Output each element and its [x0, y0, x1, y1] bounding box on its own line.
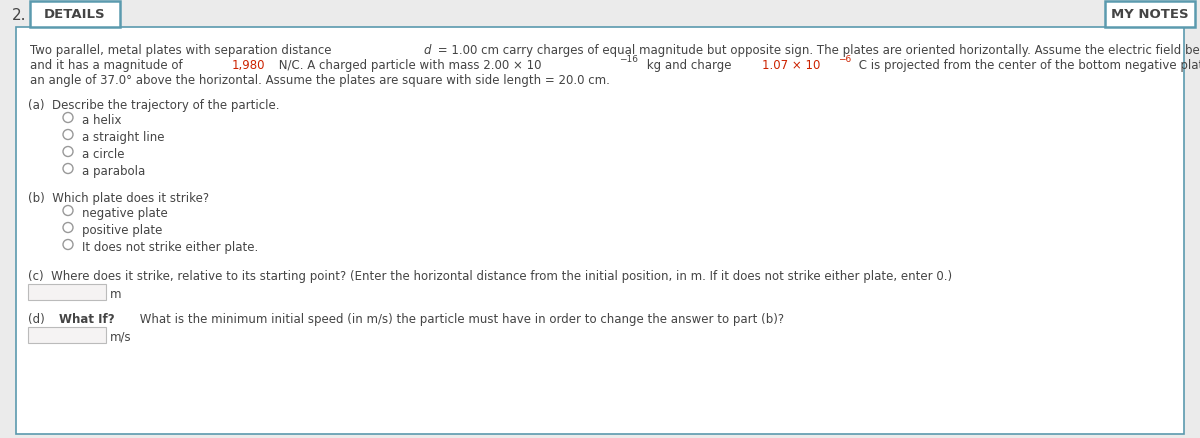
Text: a straight line: a straight line	[82, 131, 164, 144]
Text: MY NOTES: MY NOTES	[1111, 8, 1189, 21]
Text: −6: −6	[838, 55, 851, 64]
Text: What If?: What If?	[59, 312, 119, 325]
Text: and it has a magnitude of: and it has a magnitude of	[30, 59, 186, 72]
Text: N/C. A charged particle with mass 2.00 × 10: N/C. A charged particle with mass 2.00 ×…	[275, 59, 541, 72]
Text: (d): (d)	[28, 312, 53, 325]
Text: 1,980: 1,980	[232, 59, 265, 72]
Text: DETAILS: DETAILS	[44, 8, 106, 21]
Text: a circle: a circle	[82, 148, 125, 161]
Text: m: m	[110, 287, 121, 300]
FancyBboxPatch shape	[30, 2, 120, 28]
FancyBboxPatch shape	[28, 284, 106, 300]
Text: a parabola: a parabola	[82, 165, 145, 177]
Text: (c)  Where does it strike, relative to its starting point? (Enter the horizontal: (c) Where does it strike, relative to it…	[28, 269, 952, 283]
Text: 1.07 × 10: 1.07 × 10	[762, 59, 821, 72]
FancyBboxPatch shape	[28, 327, 106, 343]
Text: positive plate: positive plate	[82, 223, 162, 237]
Text: What is the minimum initial speed (in m/s) the particle must have in order to ch: What is the minimum initial speed (in m/…	[137, 312, 785, 325]
Text: −16: −16	[619, 55, 638, 64]
Text: Two parallel, metal plates with separation distance: Two parallel, metal plates with separati…	[30, 44, 335, 57]
Text: negative plate: negative plate	[82, 207, 168, 219]
Text: kg and charge: kg and charge	[643, 59, 736, 72]
Text: m/s: m/s	[110, 330, 132, 343]
FancyBboxPatch shape	[16, 28, 1184, 434]
FancyBboxPatch shape	[0, 0, 1200, 32]
Text: an angle of 37.0° above the horizontal. Assume the plates are square with side l: an angle of 37.0° above the horizontal. …	[30, 74, 610, 87]
Text: It does not strike either plate.: It does not strike either plate.	[82, 240, 258, 254]
Text: C is projected from the center of the bottom negative plate with an initial spee: C is projected from the center of the bo…	[854, 59, 1200, 72]
FancyBboxPatch shape	[1105, 2, 1195, 28]
Text: a helix: a helix	[82, 114, 121, 127]
Text: d: d	[424, 44, 431, 57]
Text: 2.: 2.	[12, 8, 26, 24]
Text: (a)  Describe the trajectory of the particle.: (a) Describe the trajectory of the parti…	[28, 99, 280, 112]
Text: = 1.00 cm carry charges of equal magnitude but opposite sign. The plates are ori: = 1.00 cm carry charges of equal magnitu…	[433, 44, 1200, 57]
Text: (b)  Which plate does it strike?: (b) Which plate does it strike?	[28, 191, 209, 205]
